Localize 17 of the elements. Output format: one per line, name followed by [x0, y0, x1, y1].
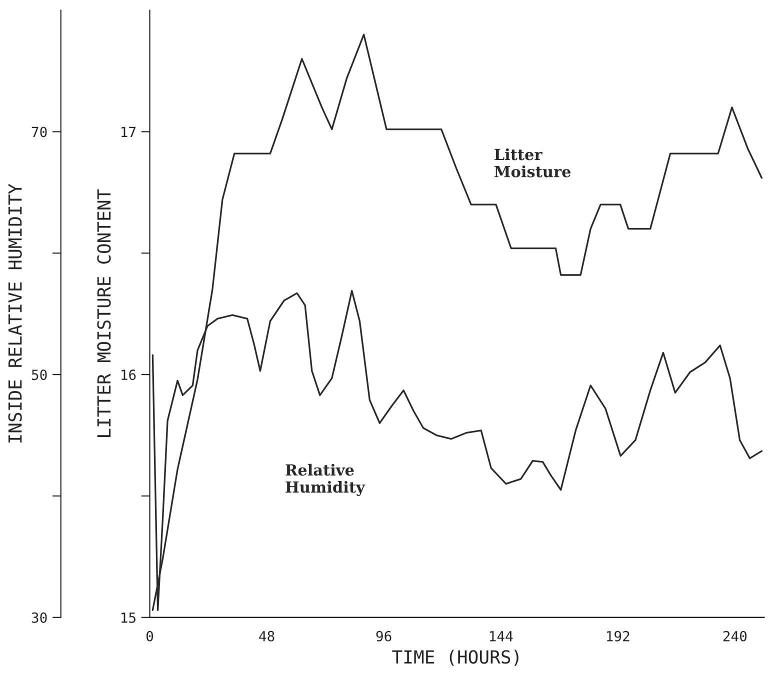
- x-tick-label: 48: [259, 630, 274, 642]
- y-tick-label: 70: [32, 126, 47, 138]
- y2-axis-title: LITTER MOISTURE CONTENT: [97, 189, 111, 437]
- y2-tick-label: 15: [122, 612, 136, 623]
- x-tick-label: 96: [376, 630, 392, 642]
- x-tick-label: 0: [146, 630, 154, 642]
- x-tick-label: 192: [607, 630, 630, 642]
- y2-tick-label: 16: [122, 370, 136, 380]
- x-axis-title: TIME (HOURS): [392, 650, 518, 666]
- y-tick-label: 30: [32, 612, 47, 623]
- x-tick-label: 240: [723, 630, 747, 642]
- series-label: Litter Moisture: [494, 148, 571, 178]
- y-axis-title: INSIDE RELATIVE HUMIDITY: [8, 184, 22, 443]
- y-tick-label: 50: [32, 370, 47, 380]
- x-tick-label: 144: [490, 631, 513, 642]
- text: Relative Humidity: [286, 464, 366, 496]
- y2-tick-label: 17: [122, 126, 136, 138]
